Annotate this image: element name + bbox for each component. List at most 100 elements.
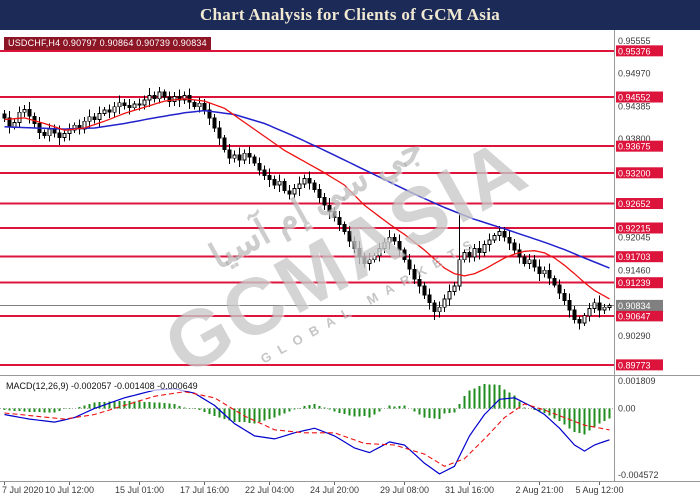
candle-body	[532, 259, 537, 268]
candle-body	[342, 223, 347, 233]
candle-body	[307, 178, 312, 184]
candle-body	[52, 128, 57, 134]
ma-fast-line	[4, 98, 610, 300]
time-axis-label: 29 Jul 08:00	[380, 485, 429, 495]
candle-body	[297, 183, 302, 189]
time-axis-label: 17 Jul 16:00	[180, 485, 229, 495]
level-badge-text: 0.93200	[618, 168, 651, 178]
candle-body	[87, 116, 92, 122]
candlesticks	[2, 87, 612, 330]
candle-body	[592, 302, 597, 309]
candle-body	[522, 256, 527, 264]
candle-body	[502, 231, 507, 238]
candle-body	[602, 306, 607, 311]
candle-body	[182, 95, 187, 101]
price-axis-label: 0.94970	[618, 69, 651, 79]
candle-body	[437, 306, 442, 313]
support-resistance-levels: 0.95376 0.94552 0.93675 0.93200 0.92652 0.922…	[0, 45, 663, 371]
candle-body	[547, 269, 552, 279]
macd-histogram	[3, 384, 611, 435]
candle-body	[562, 292, 567, 301]
candle-body	[332, 211, 337, 219]
time-axis-label: 24 Jul 20:00	[310, 485, 359, 495]
time-axis-label: 2 Aug 21:00	[515, 485, 563, 495]
candle-body	[292, 188, 297, 195]
candle-body	[337, 217, 342, 225]
candle-body	[57, 132, 62, 138]
candle-body	[377, 248, 382, 257]
candle-body	[217, 127, 222, 139]
price-axis-labels: 0.95555 0.94970 0.94385 0.93800 0.92045 0.914…	[618, 36, 651, 341]
candle-body	[82, 120, 87, 130]
candle-body	[117, 102, 122, 108]
candle-body	[422, 285, 427, 296]
candle-body	[172, 96, 177, 103]
time-axis-label: 15 Jul 01:00	[115, 485, 164, 495]
candle-body	[102, 109, 107, 114]
candle-body	[322, 197, 327, 206]
level-badge-text: 0.94552	[618, 93, 651, 103]
candle-body	[222, 137, 227, 151]
header-banner: Chart Analysis for Clients of GCM Asia	[0, 0, 700, 30]
candle-body	[192, 101, 197, 108]
macd-axis-label: 0.001809	[618, 376, 656, 386]
current-price-badge-text: 0.90834	[618, 301, 651, 311]
candle-body	[417, 278, 422, 287]
candle-body	[232, 154, 237, 159]
candle-body	[512, 242, 517, 251]
candle-body	[527, 259, 532, 264]
candle-body	[457, 259, 462, 287]
candle-body	[402, 249, 407, 261]
level-badge-text: 0.91239	[618, 278, 651, 288]
level-badge	[616, 167, 663, 179]
level-badge-text: 0.93675	[618, 142, 651, 152]
candle-body	[152, 95, 157, 100]
macd-signal-line	[4, 391, 610, 467]
candle-body	[2, 113, 7, 119]
candle-body	[12, 121, 17, 128]
candle-body	[282, 180, 287, 192]
time-axis-label: 5 Aug 12:00	[575, 485, 623, 495]
level-badge-text: 0.91703	[618, 252, 651, 262]
candle-body	[212, 117, 217, 129]
time-axis-label: 7 Jul 2020	[2, 485, 44, 495]
level-badge	[616, 277, 663, 289]
candle-body	[287, 190, 292, 195]
candle-body	[507, 236, 512, 244]
candle-body	[97, 112, 102, 120]
candle-body	[497, 231, 502, 236]
candle-body	[597, 302, 602, 311]
macd-axis-label: -0.004572	[618, 470, 659, 480]
level-badge	[616, 251, 663, 263]
level-badge	[616, 45, 663, 57]
macd-axis-labels: 0.001809 0.00 -0.004572	[618, 376, 659, 480]
candle-body	[367, 259, 372, 264]
candle-body	[432, 302, 437, 313]
candle-body	[567, 300, 572, 311]
candle-body	[42, 132, 47, 137]
candle-body	[462, 251, 467, 261]
price-axis-label: 0.95555	[618, 36, 651, 46]
candle-body	[427, 294, 432, 304]
candle-body	[237, 154, 242, 161]
candle-body	[387, 236, 392, 243]
level-badge-text: 0.92652	[618, 199, 651, 209]
page-title: Chart Analysis for Clients of GCM Asia	[199, 5, 501, 24]
level-badge-text: 0.95376	[618, 46, 651, 56]
candle-body	[272, 179, 277, 186]
candle-body	[112, 106, 117, 113]
candle-body	[22, 109, 27, 113]
candle-body	[132, 103, 137, 109]
candle-body	[482, 244, 487, 253]
candle-body	[397, 240, 402, 251]
level-badge	[616, 310, 663, 322]
candle-body	[557, 284, 562, 294]
candle-body	[247, 152, 252, 158]
candle-body	[312, 182, 317, 191]
price-axis-label: 0.91460	[618, 265, 651, 275]
candle-body	[357, 248, 362, 258]
symbol-ohlc-label: USDCHF,H4 0.90797 0.90864 0.90739 0.9083…	[4, 37, 211, 50]
candle-body	[412, 268, 417, 280]
